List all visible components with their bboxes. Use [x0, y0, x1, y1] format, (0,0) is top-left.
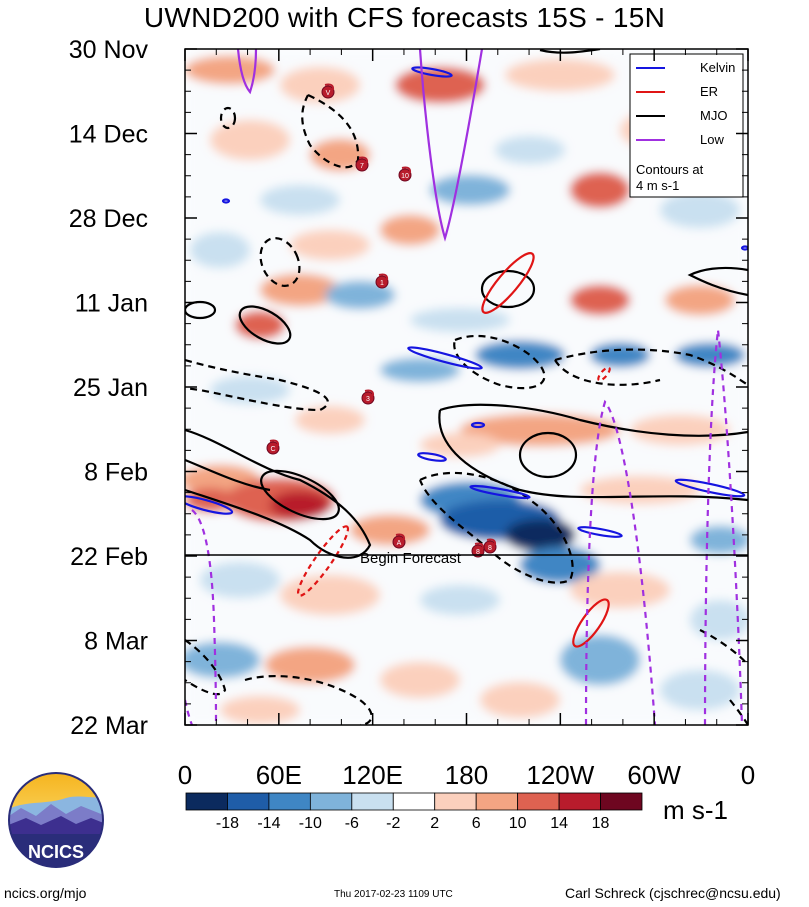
colorbar-label: 6 [472, 815, 481, 832]
x-tick-label: 180 [445, 760, 488, 790]
colorbar-swatch [517, 792, 560, 811]
colorbar-swatch [434, 792, 477, 811]
x-axis: 0 60E 120E 180 120W 60W 0 [178, 49, 755, 790]
x-tick-label: 60W [627, 760, 681, 790]
colorbar-swatch [392, 792, 436, 811]
x-tick-label: 0 [178, 760, 192, 790]
legend-note-1: Contours at [636, 162, 704, 177]
colorbar-label: 2 [430, 815, 439, 832]
cyclone-marker: 3 [361, 389, 375, 405]
logo-text: NCICS [28, 842, 84, 862]
colorbar-label: 14 [550, 815, 568, 832]
y-tick-label: 28 Dec [69, 205, 148, 233]
x-tick-label: 60E [256, 760, 302, 790]
y-tick-label: 8 Mar [84, 628, 148, 656]
begin-forecast-label: Begin Forecast [360, 550, 462, 567]
cyclone-marker: 8 [483, 538, 497, 554]
ncics-logo: NCICS [8, 772, 104, 868]
wind-anomaly-field [185, 49, 748, 725]
x-tick-label: 120W [526, 760, 594, 790]
colorbar-units: m s-1 [663, 795, 728, 825]
colorbar-swatch [351, 792, 394, 811]
footer-author: Carl Schreck (cjschrec@ncsu.edu) [565, 885, 781, 901]
colorbar-label: -2 [386, 815, 400, 832]
cyclone-label: 3 [366, 396, 370, 403]
legend-label-mjo: MJO [700, 108, 727, 123]
y-tick-label: 22 Mar [70, 712, 148, 740]
colorbar-swatch [600, 792, 643, 811]
colorbar-swatch [227, 792, 270, 811]
er-contours [481, 252, 610, 648]
y-axis: 30 Nov 14 Dec 28 Dec 11 Jan 25 Jan 8 Feb 22 Fe… [69, 36, 748, 740]
colorbar-swatch [309, 792, 353, 811]
cyclone-marker: C [266, 439, 280, 455]
low-contours [236, 49, 484, 242]
y-tick-label: 11 Jan [75, 290, 148, 318]
colorbar-label: -18 [216, 815, 239, 832]
colorbar-label: 10 [509, 815, 527, 832]
mjo-contours [185, 49, 748, 559]
kelvin-contours [185, 66, 748, 538]
x-tick-label: 0 [741, 760, 755, 790]
y-tick-label: 30 Nov [69, 36, 149, 64]
cyclone-marker: 7 [355, 156, 369, 172]
legend-label-er: ER [700, 84, 718, 99]
cyclone-label: 8 [488, 545, 492, 552]
colorbar-label: -10 [299, 815, 322, 832]
x-tick-label: 120E [342, 760, 403, 790]
colorbar-swatch [558, 792, 601, 811]
colorbar-swatch [185, 792, 228, 811]
colorbar-swatch [268, 792, 311, 811]
footer-website[interactable]: ncics.org/mjo [4, 885, 87, 901]
y-tick-label: 14 Dec [69, 121, 148, 149]
cyclone-label: 10 [401, 173, 409, 180]
y-tick-label: 22 Feb [70, 543, 148, 571]
legend-label-kelvin: Kelvin [700, 60, 735, 75]
cyclone-label: 7 [360, 163, 364, 170]
contour-overlays [185, 49, 748, 725]
cyclone-label: C [270, 446, 275, 453]
cyclone-marker: A [392, 533, 406, 549]
legend: Kelvin ER MJO Low Contours at 4 m s-1 [629, 53, 744, 198]
cyclone-marker: 8 [471, 542, 485, 558]
cyclone-label: A [397, 540, 402, 547]
footer-timestamp: Thu 2017-02-23 1109 UTC [334, 889, 453, 900]
cyclone-label: 1 [380, 280, 384, 287]
colorbar: -18 -14 -10 -6 -2 2 6 10 14 18 [185, 792, 643, 832]
y-tick-label: 8 Feb [84, 459, 148, 487]
legend-note-2: 4 m s-1 [636, 178, 679, 193]
cyclone-marker: V [321, 83, 335, 99]
chart-title: UWND200 with CFS forecasts 15S - 15N [143, 2, 666, 33]
er-dashed-contours [296, 366, 611, 597]
y-tick-label: 25 Jan [73, 374, 148, 402]
colorbar-swatch [475, 792, 519, 811]
cyclone-label: 8 [476, 549, 480, 556]
colorbar-label: -6 [345, 815, 359, 832]
cyclone-label: V [326, 90, 331, 97]
cyclone-marker: 10 [398, 166, 412, 182]
legend-label-low: Low [700, 132, 724, 147]
cyclone-marker: 1 [375, 273, 389, 289]
colorbar-label: -14 [257, 815, 280, 832]
colorbar-label: 18 [592, 815, 610, 832]
